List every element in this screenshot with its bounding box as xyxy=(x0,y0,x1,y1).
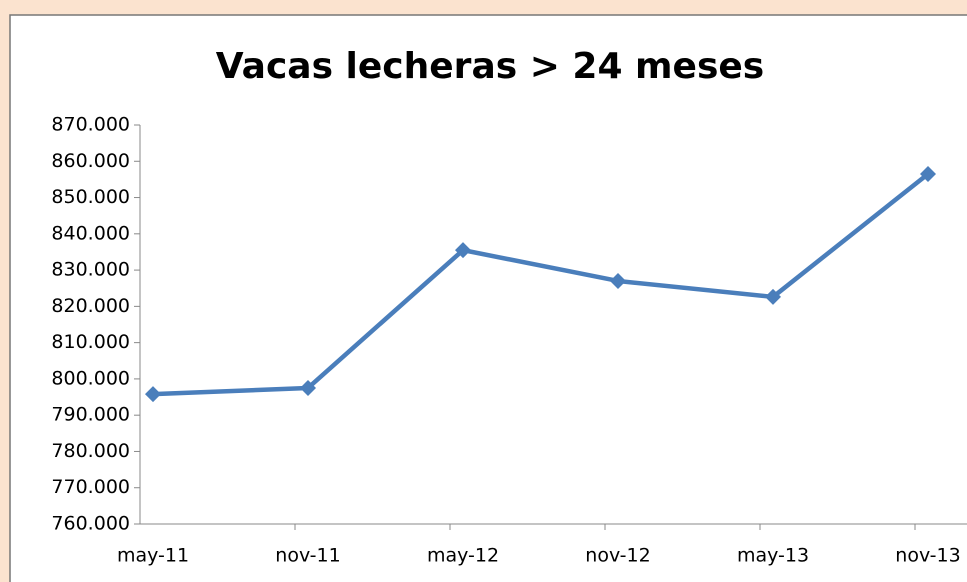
data-point xyxy=(300,379,316,396)
y-tick-label: 800.000 xyxy=(51,367,130,389)
y-tick-label: 840.000 xyxy=(51,222,130,244)
data-point xyxy=(765,288,781,305)
y-tick-label: 770.000 xyxy=(51,476,130,498)
y-tick-label: 760.000 xyxy=(51,513,130,535)
y-tick-label: 780.000 xyxy=(51,440,130,462)
x-tick-label: may-11 xyxy=(117,545,189,567)
data-point xyxy=(455,242,471,259)
chart-title: Vacas lecheras > 24 meses xyxy=(216,46,764,87)
y-tick-label: 830.000 xyxy=(51,259,130,281)
y-tick-label: 870.000 xyxy=(51,114,130,136)
y-tick-label: 820.000 xyxy=(51,295,130,317)
x-tick-label: may-13 xyxy=(737,545,809,567)
x-tick-label: nov-12 xyxy=(585,545,650,567)
chart-frame xyxy=(9,14,967,582)
y-tick-label: 860.000 xyxy=(51,150,130,172)
data-point xyxy=(145,386,161,403)
y-tick-label: 790.000 xyxy=(51,404,130,426)
x-tick-label: may-12 xyxy=(427,545,499,567)
x-tick-label: nov-11 xyxy=(275,545,340,567)
y-tick-label: 810.000 xyxy=(51,331,130,353)
y-tick-label: 850.000 xyxy=(51,186,130,208)
data-point xyxy=(920,165,936,182)
data-point xyxy=(610,272,626,289)
x-tick-label: nov-13 xyxy=(895,545,960,567)
series-line xyxy=(152,172,930,397)
